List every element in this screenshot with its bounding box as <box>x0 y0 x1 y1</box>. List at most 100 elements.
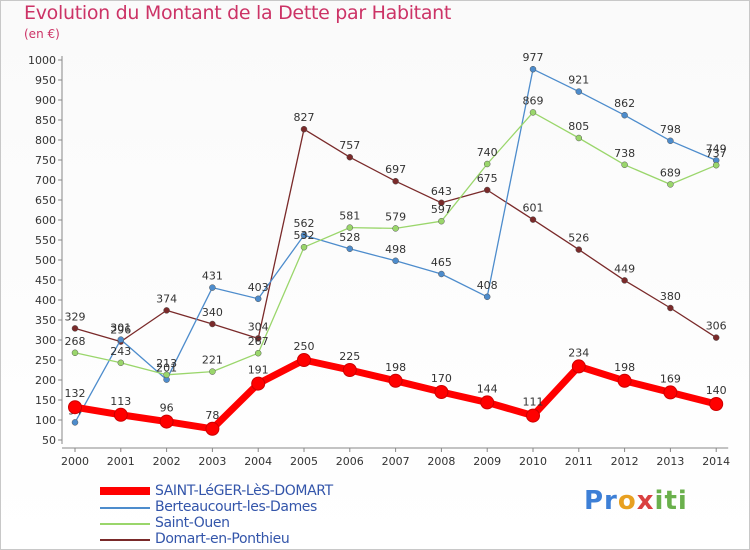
series-line <box>74 128 717 343</box>
y-tick-label: 350 <box>35 314 56 327</box>
data-point <box>621 161 628 169</box>
data-point <box>159 414 174 429</box>
x-tick-label: 2012 <box>611 455 639 468</box>
data-label: 532 <box>294 229 315 242</box>
data-label: 96 <box>160 402 174 415</box>
y-tick-label: 450 <box>35 274 56 287</box>
data-point <box>163 371 170 379</box>
data-label: 198 <box>614 361 635 374</box>
y-tick-label: 800 <box>35 134 56 147</box>
data-label: 374 <box>156 292 177 305</box>
x-tick-label: 2013 <box>656 455 684 468</box>
y-tick-label: 200 <box>35 374 56 387</box>
x-tick-label: 2000 <box>61 455 89 468</box>
data-point <box>438 217 445 225</box>
data-label: 213 <box>156 357 177 370</box>
data-label: 225 <box>339 350 360 363</box>
x-tick-label: 2010 <box>519 455 547 468</box>
data-point <box>575 246 583 253</box>
data-label: 191 <box>248 364 269 377</box>
data-label: 234 <box>568 346 589 359</box>
line-chart: 50 100 150 200 250 300 350 400 450 500 550 600 650 70… <box>28 51 730 468</box>
data-label: 306 <box>706 320 727 333</box>
data-label: 132 <box>65 387 86 400</box>
data-point <box>342 363 357 377</box>
data-label: 528 <box>339 231 360 244</box>
y-tick-label: 950 <box>35 74 56 87</box>
data-label: 140 <box>706 384 727 397</box>
data-point <box>71 325 79 332</box>
data-label: 562 <box>294 217 315 230</box>
y-tick-label: 100 <box>35 414 56 427</box>
data-point <box>300 231 308 239</box>
y-tick-label: 150 <box>35 394 56 407</box>
data-point <box>667 137 674 145</box>
data-label: 805 <box>568 120 589 133</box>
data-point <box>483 293 491 301</box>
data-point <box>209 284 216 291</box>
data-point <box>209 368 216 375</box>
y-tick-label: 400 <box>35 294 56 307</box>
data-point <box>117 359 125 367</box>
data-label: 869 <box>523 94 544 107</box>
x-tick-label: 2003 <box>198 455 226 468</box>
data-label: 296 <box>110 324 131 337</box>
data-label: 597 <box>431 203 452 216</box>
data-label: 675 <box>477 172 498 185</box>
data-label: 170 <box>431 372 452 385</box>
y-tick-label: 50 <box>42 434 56 447</box>
y-tick-label: 850 <box>35 114 56 127</box>
data-label: 579 <box>385 210 406 223</box>
data-point <box>346 245 354 253</box>
data-point <box>113 407 128 422</box>
data-point <box>205 421 220 436</box>
data-label: 526 <box>568 232 589 245</box>
legend-swatch <box>100 507 150 509</box>
x-tick-label: 2006 <box>336 455 364 468</box>
chart-unit-label: (en €) <box>24 27 60 41</box>
y-tick-label: 600 <box>35 214 56 227</box>
y-tick-label: 1000 <box>28 54 56 67</box>
data-point <box>209 320 216 328</box>
logo-part-1: Pr <box>584 486 618 516</box>
legend-label: Saint-Ouen <box>155 515 230 531</box>
logo-part-4: iti <box>654 486 688 516</box>
data-label: 498 <box>385 243 406 256</box>
data-label: 78 <box>205 409 219 422</box>
data-label: 198 <box>385 361 406 374</box>
x-tick-label: 2007 <box>382 455 410 468</box>
legend-label: Domart-en-Ponthieu <box>155 531 290 547</box>
data-point <box>254 295 262 303</box>
data-point <box>388 373 403 388</box>
data-label: 267 <box>248 335 269 348</box>
x-tick-label: 2002 <box>153 455 181 468</box>
data-point <box>529 65 537 73</box>
data-point <box>68 400 82 415</box>
data-label: 431 <box>202 270 223 283</box>
data-label: 301 <box>110 322 131 335</box>
data-label: 201 <box>156 362 177 375</box>
data-label: 408 <box>477 279 498 292</box>
data-label: 862 <box>614 97 635 110</box>
y-tick-label: 700 <box>35 174 56 187</box>
logo-part-2: o <box>617 486 637 516</box>
x-tick-label: 2014 <box>702 455 730 468</box>
data-label: 921 <box>568 74 589 87</box>
data-label: 581 <box>339 210 360 223</box>
data-label: 601 <box>523 202 544 215</box>
x-tick-label: 2009 <box>473 455 501 468</box>
chart-title: Evolution du Montant de la Dette par Hab… <box>24 2 452 24</box>
data-label: 689 <box>660 166 681 179</box>
logo-part-3: x <box>636 486 655 516</box>
legend-swatch <box>100 523 150 525</box>
data-label: 697 <box>385 163 406 176</box>
data-point <box>617 373 632 388</box>
y-tick-label: 650 <box>35 194 56 207</box>
data-point <box>621 277 628 284</box>
data-label: 221 <box>202 354 223 367</box>
data-point <box>346 224 354 231</box>
data-label: 304 <box>248 320 269 333</box>
data-point <box>575 134 583 142</box>
data-point <box>529 109 537 116</box>
